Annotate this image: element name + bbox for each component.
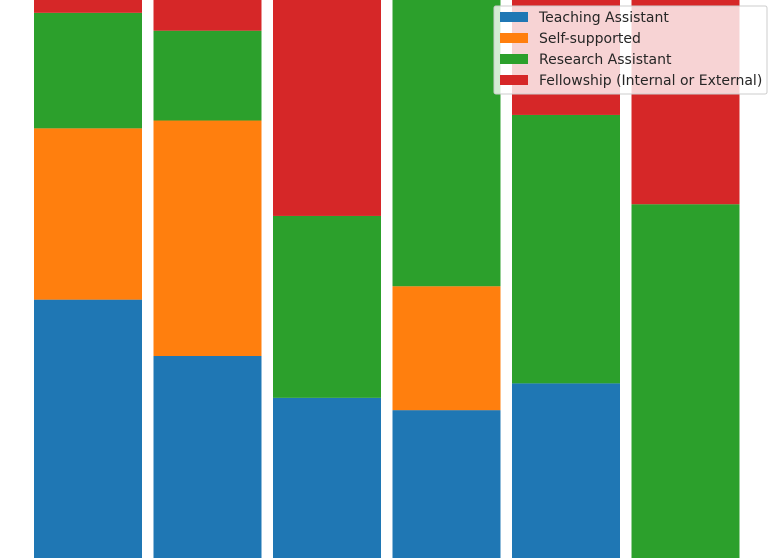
- bar-segment-teaching-assistant-2: [153, 356, 262, 558]
- legend-swatch-3: [500, 54, 528, 64]
- bar-segment-self-supported-1: [34, 128, 142, 300]
- legend-label-1: Teaching Assistant: [538, 10, 669, 26]
- legend-swatch-4: [500, 75, 528, 85]
- bar-segment-research-assistant-5: [512, 114, 620, 384]
- bar-segment-fellowship-internal-or-external-3: [273, 0, 381, 216]
- bar-segment-research-assistant-4: [392, 0, 501, 287]
- legend-swatch-2: [500, 33, 528, 43]
- legend-frame: [493, 5, 768, 95]
- legend: Teaching Assistant Self-supported Research…: [493, 5, 768, 95]
- bar-segment-teaching-assistant-5: [512, 383, 620, 558]
- bar-segment-self-supported-4: [392, 286, 501, 411]
- bar-segment-self-supported-2: [153, 120, 262, 357]
- bar-segment-teaching-assistant-1: [34, 299, 142, 558]
- bar-segment-fellowship-internal-or-external-2: [153, 0, 262, 31]
- bar-segment-research-assistant-3: [273, 215, 381, 398]
- bar-segment-research-assistant-1: [34, 12, 142, 129]
- bar-segment-research-assistant-2: [153, 30, 262, 121]
- bar-segment-research-assistant-6: [631, 204, 740, 558]
- legend-label-2: Self-supported: [539, 31, 641, 47]
- legend-label-4: Fellowship (Internal or External): [539, 73, 762, 89]
- legend-swatch-1: [500, 12, 528, 22]
- bars-group: [34, 0, 740, 558]
- bar-segment-teaching-assistant-4: [392, 410, 501, 558]
- bar-segment-fellowship-internal-or-external-1: [34, 0, 142, 13]
- legend-label-3: Research Assistant: [539, 52, 672, 68]
- bar-segment-teaching-assistant-3: [273, 397, 381, 558]
